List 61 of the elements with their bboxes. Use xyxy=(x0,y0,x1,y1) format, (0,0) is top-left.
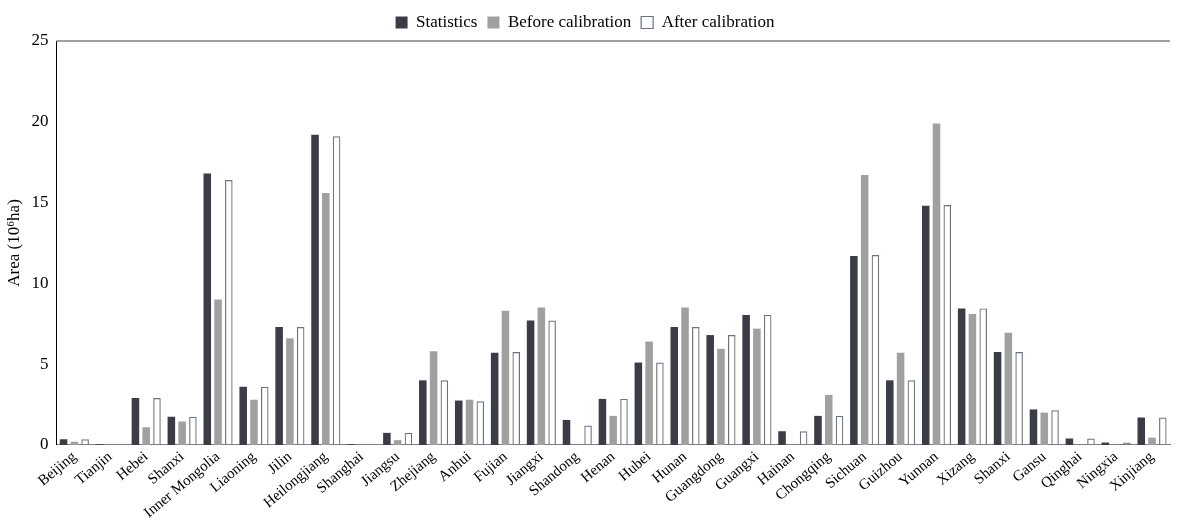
y-tick-label: 5 xyxy=(39,353,49,373)
bar xyxy=(203,173,212,445)
bar xyxy=(383,432,391,445)
bar xyxy=(932,123,941,445)
bar xyxy=(454,400,463,445)
y-tick-label: 25 xyxy=(31,30,49,50)
legend-label: Statistics xyxy=(416,11,478,31)
y-tick-label: 10 xyxy=(31,272,49,292)
bar xyxy=(1148,437,1156,445)
bar xyxy=(393,440,402,445)
bar xyxy=(1137,417,1146,445)
bar xyxy=(419,380,427,445)
bar xyxy=(645,341,653,445)
bar xyxy=(896,352,905,445)
bar xyxy=(537,307,546,445)
bar xyxy=(142,427,150,445)
bar xyxy=(429,351,438,445)
bar xyxy=(239,386,247,445)
bar xyxy=(957,308,966,445)
bar xyxy=(993,352,1002,445)
bar xyxy=(850,255,858,445)
bar xyxy=(275,327,283,445)
bar xyxy=(1004,332,1013,445)
bar xyxy=(562,419,571,445)
y-tick-label: 0 xyxy=(39,434,49,454)
bar xyxy=(886,380,894,445)
bar xyxy=(59,439,68,445)
bar xyxy=(250,399,258,445)
y-tick-label: 20 xyxy=(31,111,49,131)
bar xyxy=(1029,409,1038,445)
legend-label: Before calibration xyxy=(507,11,632,31)
bar xyxy=(634,362,643,445)
bar xyxy=(609,415,617,445)
bar xyxy=(501,310,510,445)
bar xyxy=(598,398,607,445)
bar xyxy=(465,399,474,445)
bar xyxy=(178,421,186,445)
bar xyxy=(214,299,222,445)
bar xyxy=(706,335,714,445)
bar xyxy=(490,352,499,445)
bar xyxy=(670,327,679,445)
bar xyxy=(681,307,689,445)
bar xyxy=(742,314,750,445)
bar xyxy=(860,175,869,445)
bar xyxy=(322,192,330,445)
bar xyxy=(526,320,535,445)
bar xyxy=(921,205,930,445)
bar xyxy=(131,398,140,445)
bar xyxy=(311,134,319,445)
y-tick-label: 15 xyxy=(31,192,49,212)
bar xyxy=(286,338,294,445)
legend-label: After calibration xyxy=(661,11,775,31)
bar xyxy=(717,348,725,445)
bar xyxy=(824,394,833,445)
bar xyxy=(753,328,761,445)
bar xyxy=(167,416,176,445)
bar xyxy=(968,314,977,445)
bar xyxy=(814,415,822,445)
bar xyxy=(1040,412,1049,445)
y-axis-title: Area (10⁶ha) xyxy=(3,199,23,287)
bar xyxy=(778,431,786,445)
